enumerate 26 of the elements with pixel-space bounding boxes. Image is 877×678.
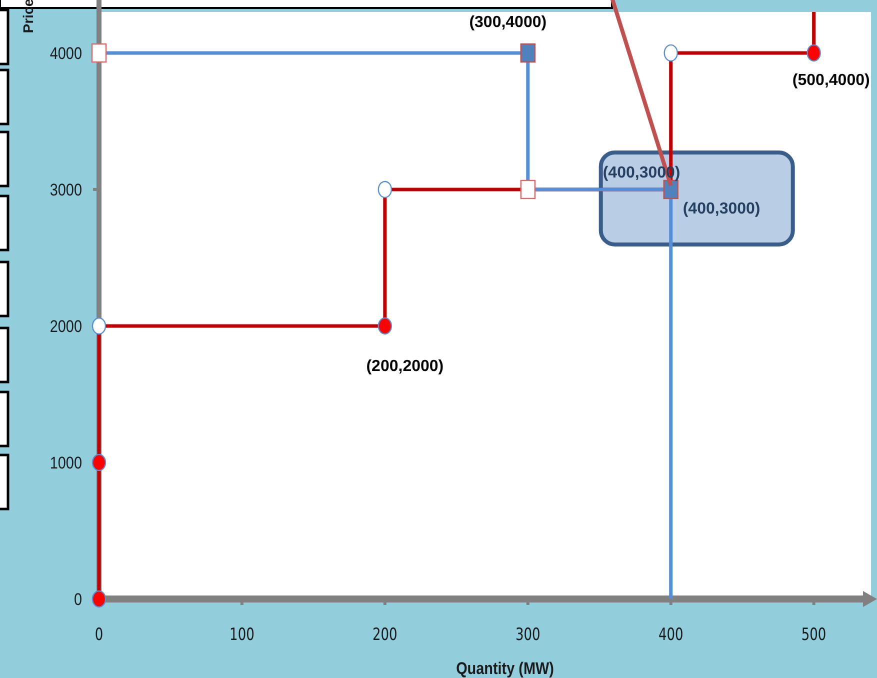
point [520,43,536,63]
annotation: (300,4000) [469,14,547,31]
point [378,180,392,198]
annotation: (400,3000) [682,200,760,218]
y-tick-label: 3000 [50,181,82,200]
y-tick-label: 1000 [50,454,82,473]
x-tick-label: 100 [230,624,254,644]
point [520,180,536,200]
y-tick-label: 2000 [50,318,82,336]
x-tick-label: 300 [515,624,540,644]
point [92,454,106,472]
point [664,44,678,62]
point [92,590,106,608]
x-axis-title: Quantity (MW) [456,660,554,678]
point [92,317,106,335]
point [378,317,392,335]
x-tick-label: 200 [372,624,398,644]
y-tick-label: 0 [74,590,82,610]
point [806,44,821,62]
x-tick-label: 500 [801,624,826,644]
x-tick-label: 0 [94,624,104,644]
y-tick-label: 4000 [50,44,82,64]
point [91,43,107,63]
annotation: (200,2000) [366,358,444,375]
annotation: (500,4000) [792,72,870,89]
x-tick-label: 400 [658,624,684,644]
